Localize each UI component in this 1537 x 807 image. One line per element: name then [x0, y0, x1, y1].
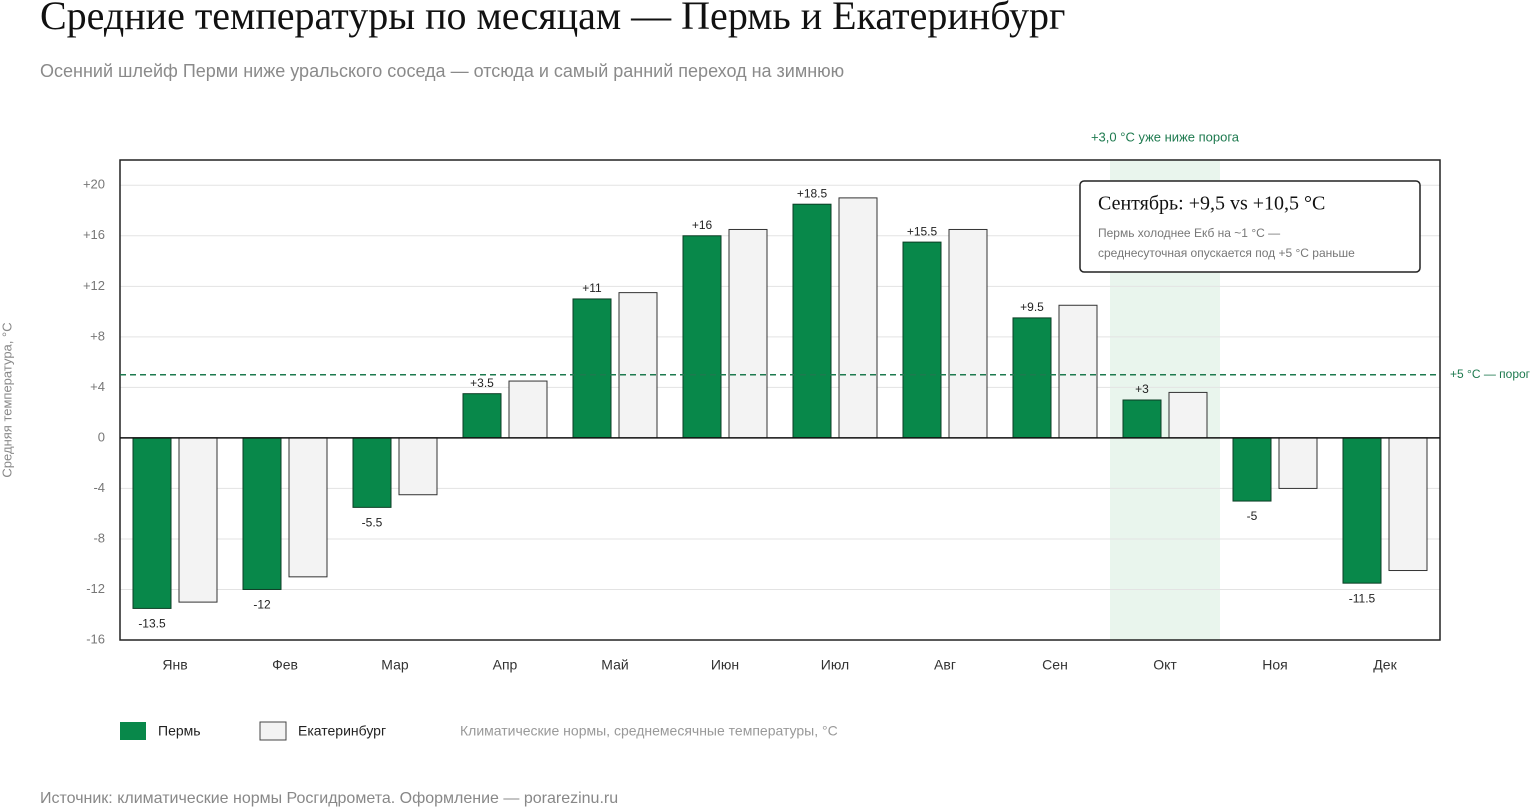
bar: [728, 228, 768, 439]
bar: [1012, 317, 1052, 439]
bar: [1122, 399, 1162, 439]
bar: [242, 437, 282, 590]
bar: [1232, 437, 1272, 502]
bar: [838, 197, 878, 439]
callout-text: среднесуточная опускается под +5 °C рань…: [1098, 246, 1355, 260]
x-tick-label: Ноя: [1262, 657, 1287, 673]
data-label: -13.5: [138, 617, 166, 631]
highlight-label: +3,0 °C уже ниже порога: [1091, 129, 1240, 144]
y-tick-label: +20: [83, 177, 105, 192]
y-tick-label: +8: [90, 328, 105, 343]
data-label: -5.5: [362, 516, 383, 530]
bar: [792, 203, 832, 439]
x-tick-label: Май: [601, 657, 628, 673]
y-tick-label: -12: [86, 581, 105, 596]
x-tick-label: Авг: [934, 657, 956, 673]
bar: [462, 393, 502, 439]
data-label: +9.5: [1020, 300, 1044, 314]
x-tick-label: Апр: [493, 657, 518, 673]
data-label: +3.5: [470, 376, 494, 390]
bar: [682, 235, 722, 439]
data-label: +11: [582, 281, 602, 295]
source: Источник: климатические нормы Росгидроме…: [40, 790, 618, 807]
bar: [508, 380, 548, 439]
y-tick-label: 0: [98, 429, 105, 444]
legend-label: Пермь: [158, 723, 201, 739]
y-tick-label: -8: [93, 530, 105, 545]
x-tick-label: Сен: [1042, 657, 1068, 673]
x-tick-label: Дек: [1373, 657, 1397, 673]
x-tick-label: Окт: [1153, 657, 1177, 673]
x-tick-label: Июл: [821, 657, 849, 673]
bar: [1342, 437, 1382, 584]
callout-box: [1079, 180, 1421, 273]
bar: [902, 241, 942, 439]
bar: [948, 228, 988, 439]
data-label: +16: [692, 218, 713, 232]
bar: [618, 292, 658, 439]
y-tick-label: -4: [93, 480, 105, 495]
data-label: -12: [253, 598, 271, 612]
x-tick-label: Мар: [381, 657, 409, 673]
plot-border: [119, 159, 1441, 641]
y-tick-label: +12: [83, 278, 105, 293]
callout-text: Пермь холоднее Екб на ~1 °C —: [1098, 226, 1280, 240]
y-tick-label: +4: [90, 379, 105, 394]
data-label: -11.5: [1349, 591, 1376, 605]
y-tick-label: +16: [83, 227, 105, 242]
bar: [352, 437, 392, 508]
data-label: +3: [1135, 382, 1149, 396]
y-tick-label: -16: [86, 631, 105, 646]
x-tick-label: Янв: [162, 657, 187, 673]
x-tick-label: Июн: [711, 657, 739, 673]
legend-swatch: [120, 722, 146, 740]
legend-note: Климатические нормы, среднемесячные темп…: [460, 723, 838, 739]
bar: [1278, 437, 1318, 489]
bar: [288, 437, 328, 578]
chart-title: Средние температуры по месяцам — Пермь и…: [40, 0, 1065, 38]
callout-title: Сентябрь: +9,5 vs +10,5 °C: [1098, 193, 1325, 215]
bar: [572, 298, 612, 439]
bar: [1058, 304, 1098, 439]
x-tick-label: Фев: [272, 657, 298, 673]
bar: [1388, 437, 1428, 572]
data-label: -5: [1247, 509, 1258, 523]
threshold-label: +5 °C — порог: [1450, 367, 1531, 381]
y-axis-label: Средняя температура, °C: [0, 322, 14, 477]
bar: [178, 437, 218, 603]
data-label: +18.5: [797, 186, 828, 200]
bar: [398, 437, 438, 496]
chart-subtitle: Осенний шлейф Перми ниже уральского сосе…: [40, 61, 844, 81]
bar: [1168, 391, 1208, 439]
legend-label: Екатеринбург: [298, 723, 386, 739]
bar: [132, 437, 172, 609]
data-label: +15.5: [907, 224, 938, 238]
legend-swatch: [259, 721, 287, 741]
